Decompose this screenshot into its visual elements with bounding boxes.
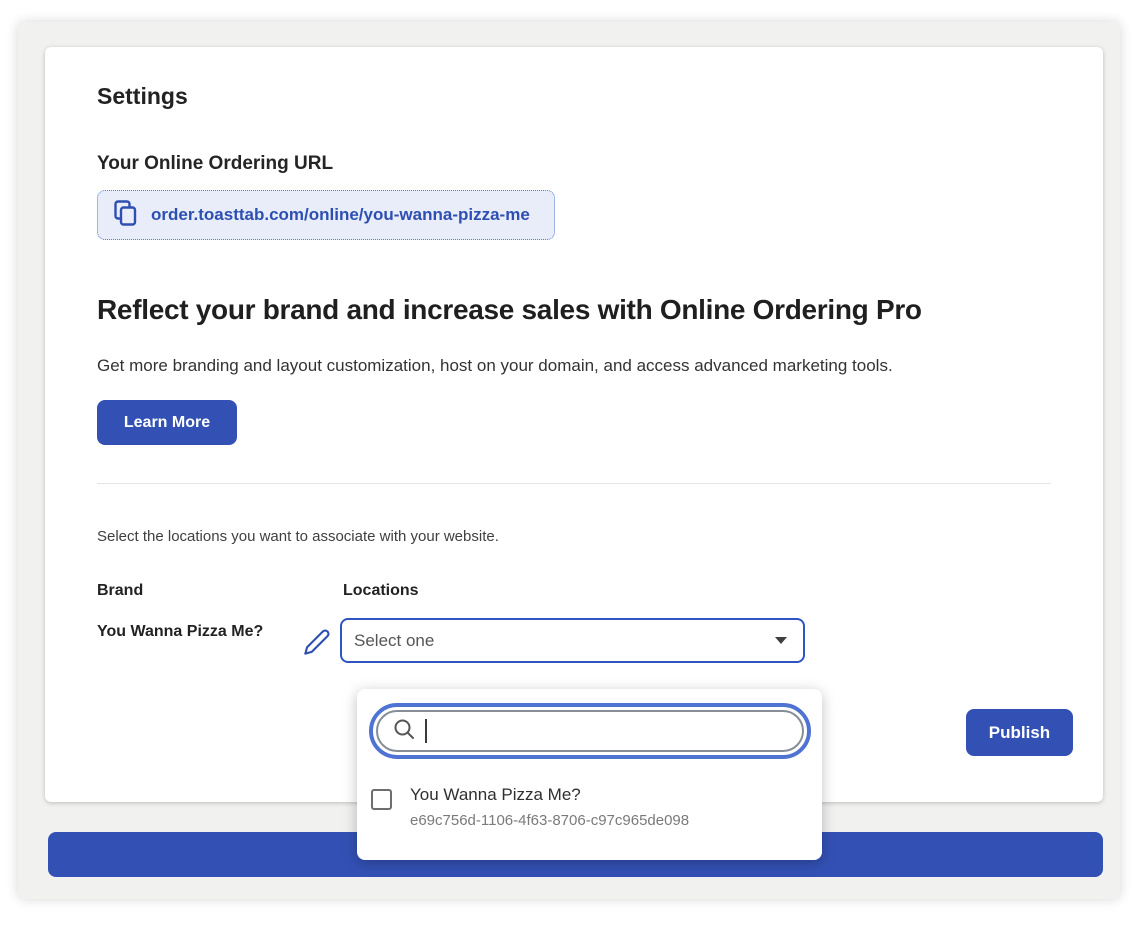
dropdown-search-field[interactable] <box>376 710 804 752</box>
brand-column-header: Brand <box>97 582 144 599</box>
promo-description: Get more branding and layout customizati… <box>97 356 893 375</box>
dropdown-search[interactable] <box>369 703 811 759</box>
ordering-url-heading: Your Online Ordering URL <box>97 153 334 174</box>
chevron-down-icon <box>775 637 787 644</box>
learn-more-button[interactable]: Learn More <box>97 400 237 445</box>
location-option[interactable]: You Wanna Pizza Me? e69c756d-1106-4f63-8… <box>371 785 807 829</box>
text-cursor <box>425 719 427 743</box>
location-option-text: You Wanna Pizza Me? e69c756d-1106-4f63-8… <box>410 785 689 829</box>
locations-dropdown: You Wanna Pizza Me? e69c756d-1106-4f63-8… <box>357 689 822 860</box>
locations-instruction: Select the locations you want to associa… <box>97 528 499 545</box>
locations-select-value: Select one <box>354 630 435 650</box>
copy-icon <box>114 199 137 231</box>
ordering-url-link[interactable]: order.toasttab.com/online/you-wanna-pizz… <box>151 205 530 224</box>
location-option-label: You Wanna Pizza Me? <box>410 785 581 804</box>
location-checkbox[interactable] <box>371 789 392 810</box>
divider <box>97 483 1051 484</box>
page-title: Settings <box>97 83 188 109</box>
promo-heading: Reflect your brand and increase sales wi… <box>97 294 922 325</box>
brand-name: You Wanna Pizza Me? <box>97 623 264 640</box>
publish-button[interactable]: Publish <box>966 709 1073 756</box>
dropdown-search-input[interactable] <box>436 721 788 741</box>
settings-card: Settings Your Online Ordering URL order.… <box>45 47 1103 802</box>
search-icon <box>392 717 416 746</box>
edit-pencil-icon <box>301 627 333 660</box>
outer-frame: Settings Your Online Ordering URL order.… <box>18 22 1120 899</box>
ordering-url-pill[interactable]: order.toasttab.com/online/you-wanna-pizz… <box>97 190 555 240</box>
locations-column-header: Locations <box>343 582 419 599</box>
location-option-guid: e69c756d-1106-4f63-8706-c97c965de098 <box>410 812 690 829</box>
edit-brand-button[interactable] <box>301 627 333 659</box>
locations-select[interactable]: Select one <box>340 618 805 663</box>
